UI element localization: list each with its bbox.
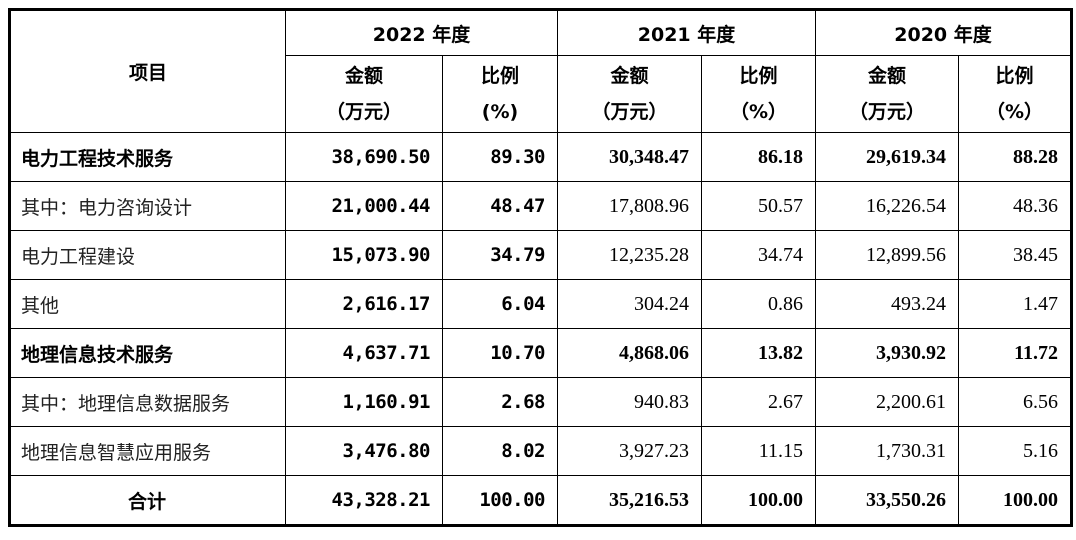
amount-cell: 16,226.54 [815,181,959,231]
amount-header: 金额 （万元） [815,55,959,133]
amount-cell: 17,808.96 [557,181,702,231]
ratio-cell: 13.82 [701,328,816,378]
table-row: 其他 2,616.17 6.04 304.24 0.86 493.24 1.47 [9,279,1072,329]
row-label: 其中：地理信息数据服务 [9,377,286,427]
ratio-cell: 48.36 [958,181,1072,231]
ratio-cell: 86.18 [701,132,816,182]
amount-cell: 4,868.06 [557,328,702,378]
ratio-cell: 0.86 [701,279,816,329]
table-row: 地理信息智慧应用服务 3,476.80 8.02 3,927.23 11.15 1,730… [9,426,1072,476]
ratio-cell: 5.16 [958,426,1072,476]
amount-header: 金额 （万元） [557,55,702,133]
amount-cell: 3,927.23 [557,426,702,476]
amount-cell: 3,930.92 [815,328,959,378]
amount-cell: 304.24 [557,279,702,329]
table-row: 其中：电力咨询设计 21,000.44 48.47 17,808.96 50.57 16,… [9,181,1072,231]
ratio-cell: 11.15 [701,426,816,476]
table-row: 电力工程建设 15,073.90 34.79 12,235.28 34.74 12,899… [9,230,1072,280]
amount-cell: 12,899.56 [815,230,959,280]
year-header-2021: 2021 年度 [557,9,816,56]
ratio-header: 比例 (%) [442,55,558,133]
row-label: 电力工程建设 [9,230,286,280]
year-header-2020: 2020 年度 [815,9,1072,56]
ratio-cell: 88.28 [958,132,1072,182]
ratio-cell: 89.30 [442,132,558,182]
ratio-cell: 50.57 [701,181,816,231]
revenue-table: 项目 2022 年度 2021 年度 2020 年度 金额 （万元） 比例 (%) … [8,8,1073,527]
amount-cell: 493.24 [815,279,959,329]
ratio-cell: 6.56 [958,377,1072,427]
ratio-cell: 6.04 [442,279,558,329]
table-row: 合计 43,328.21 100.00 35,216.53 100.00 33,550.2… [9,475,1072,526]
amount-cell: 29,619.34 [815,132,959,182]
row-label: 合计 [9,475,286,526]
ratio-cell: 100.00 [958,475,1072,526]
amount-cell: 940.83 [557,377,702,427]
row-label: 地理信息智慧应用服务 [9,426,286,476]
amount-cell: 12,235.28 [557,230,702,280]
table-row: 其中：地理信息数据服务 1,160.91 2.68 940.83 2.67 2,200.6… [9,377,1072,427]
ratio-cell: 100.00 [701,475,816,526]
ratio-cell: 2.68 [442,377,558,427]
ratio-cell: 1.47 [958,279,1072,329]
amount-header: 金额 （万元） [285,55,443,133]
ratio-cell: 2.67 [701,377,816,427]
amount-cell: 3,476.80 [285,426,443,476]
ratio-cell: 34.74 [701,230,816,280]
ratio-cell: 34.79 [442,230,558,280]
table-row: 地理信息技术服务 4,637.71 10.70 4,868.06 13.82 3,930.… [9,328,1072,378]
amount-cell: 21,000.44 [285,181,443,231]
amount-cell: 4,637.71 [285,328,443,378]
row-label: 其他 [9,279,286,329]
amount-cell: 15,073.90 [285,230,443,280]
ratio-cell: 11.72 [958,328,1072,378]
ratio-cell: 38.45 [958,230,1072,280]
row-label: 电力工程技术服务 [9,132,286,182]
ratio-cell: 8.02 [442,426,558,476]
item-header: 项目 [9,9,286,133]
amount-cell: 33,550.26 [815,475,959,526]
ratio-cell: 48.47 [442,181,558,231]
ratio-header: 比例 （%） [958,55,1072,133]
ratio-cell: 10.70 [442,328,558,378]
amount-cell: 35,216.53 [557,475,702,526]
ratio-header: 比例 （%） [701,55,816,133]
amount-cell: 2,616.17 [285,279,443,329]
amount-cell: 30,348.47 [557,132,702,182]
amount-cell: 2,200.61 [815,377,959,427]
amount-cell: 1,160.91 [285,377,443,427]
row-label: 地理信息技术服务 [9,328,286,378]
table-row: 电力工程技术服务 38,690.50 89.30 30,348.47 86.18 29,6… [9,132,1072,182]
amount-cell: 43,328.21 [285,475,443,526]
ratio-cell: 100.00 [442,475,558,526]
row-label: 其中：电力咨询设计 [9,181,286,231]
amount-cell: 38,690.50 [285,132,443,182]
year-header-2022: 2022 年度 [285,9,558,56]
amount-cell: 1,730.31 [815,426,959,476]
